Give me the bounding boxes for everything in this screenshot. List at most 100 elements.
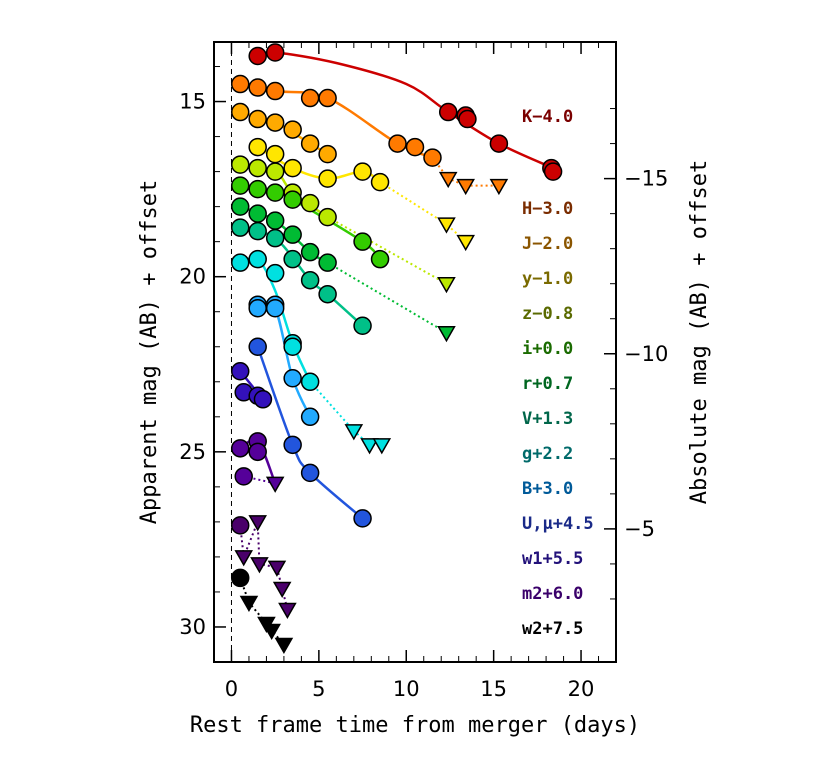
upper-limit-marker	[248, 515, 267, 532]
detection-marker	[248, 158, 267, 178]
detection-marker	[265, 183, 285, 202]
x-tick-label: 10	[393, 677, 420, 701]
detection-marker	[300, 407, 320, 427]
detection-marker	[300, 88, 320, 108]
x-tick-label: 15	[480, 677, 507, 701]
band-label: i+0.0	[522, 339, 573, 359]
upper-limit-marker	[372, 438, 392, 455]
detection-marker	[248, 337, 267, 356]
band-label: y−1.0	[522, 269, 573, 289]
detection-marker	[283, 120, 302, 139]
detection-marker	[353, 232, 372, 251]
plot-frame	[213, 41, 617, 663]
detection-marker	[230, 155, 250, 174]
detection-marker	[248, 298, 267, 318]
detection-marker	[230, 253, 250, 272]
right-y-tick-label: −5	[624, 517, 655, 541]
detection-marker	[230, 74, 250, 94]
band-label: g+2.2	[522, 444, 573, 464]
upper-limit-marker	[267, 560, 287, 577]
detection-marker	[300, 193, 320, 213]
detection-marker	[370, 172, 390, 192]
upper-limit-marker	[262, 623, 281, 640]
detection-marker	[353, 509, 372, 528]
band-label: B+3.0	[522, 479, 573, 499]
detection-marker	[248, 109, 267, 129]
band-label: K−4.0	[522, 107, 573, 127]
y-tick-label: 25	[179, 440, 206, 464]
x-axis-title: Rest frame time from merger (days)	[190, 713, 640, 738]
right-y-tick-label: −15	[624, 167, 668, 191]
series-limit-connector	[431, 156, 499, 187]
detection-marker	[283, 435, 302, 455]
detection-marker	[318, 88, 337, 108]
upper-limit-marker	[265, 476, 285, 493]
band-label: U,μ+4.5	[522, 514, 594, 534]
detection-marker	[318, 207, 337, 227]
detection-marker	[230, 102, 250, 122]
detection-marker	[265, 43, 285, 62]
series-limit-connector	[309, 381, 382, 446]
detection-marker	[283, 249, 302, 269]
detection-marker	[283, 337, 302, 356]
detection-marker	[248, 46, 267, 66]
right-y-axis-title: Absolute mag (AB) + offset	[687, 160, 712, 504]
detection-marker	[300, 134, 320, 153]
right-y-tick-label: −10	[624, 342, 668, 366]
detection-marker	[438, 102, 458, 122]
detection-marker	[283, 158, 302, 178]
detection-marker	[265, 228, 285, 248]
detection-marker	[248, 442, 267, 462]
y-tick-label: 15	[179, 90, 206, 114]
detection-marker	[230, 439, 250, 458]
upper-limit-marker	[489, 178, 509, 196]
detection-marker	[248, 78, 267, 97]
x-tick-label: 20	[568, 677, 595, 701]
y-tick-label: 20	[179, 265, 206, 289]
detection-marker	[300, 372, 320, 392]
band-label: H−3.0	[522, 199, 573, 219]
detection-marker	[283, 225, 302, 244]
detection-marker	[353, 316, 372, 335]
upper-limit-marker	[438, 171, 458, 189]
detection-marker	[230, 218, 250, 237]
detection-marker	[248, 179, 267, 199]
detection-marker	[265, 162, 285, 181]
series-limit-connector	[379, 181, 467, 243]
detection-marker	[265, 113, 285, 132]
detection-marker	[234, 467, 253, 486]
band-label: w1+5.5	[522, 549, 583, 569]
upper-limit-marker	[456, 178, 475, 196]
detection-marker	[253, 390, 273, 409]
detection-marker	[318, 169, 337, 188]
upper-limit-marker	[272, 581, 292, 598]
detection-marker	[230, 197, 250, 216]
detection-marker	[318, 144, 337, 164]
detection-marker	[230, 362, 250, 381]
upper-limit-marker	[437, 276, 456, 294]
detection-marker	[353, 162, 372, 181]
band-label: r+0.7	[522, 374, 573, 394]
band-label: V+1.3	[522, 409, 573, 429]
series-fit-line	[256, 346, 364, 520]
detection-marker	[300, 463, 320, 483]
upper-limit-marker	[234, 550, 254, 567]
detection-marker	[543, 162, 563, 181]
series-fit-line	[257, 51, 554, 170]
detection-marker	[248, 204, 267, 223]
detection-marker	[248, 137, 267, 157]
detection-marker	[265, 81, 285, 101]
detection-marker	[388, 134, 407, 153]
upper-limit-marker	[278, 602, 297, 619]
upper-limit-marker	[344, 424, 364, 441]
upper-limit-marker	[456, 234, 475, 252]
detection-marker	[230, 568, 250, 588]
detection-marker	[318, 253, 337, 272]
band-label: J−2.0	[522, 234, 573, 254]
x-tick-label: 5	[312, 677, 325, 701]
upper-limit-marker	[239, 595, 259, 612]
detection-marker	[300, 242, 320, 262]
detection-marker	[283, 369, 302, 388]
